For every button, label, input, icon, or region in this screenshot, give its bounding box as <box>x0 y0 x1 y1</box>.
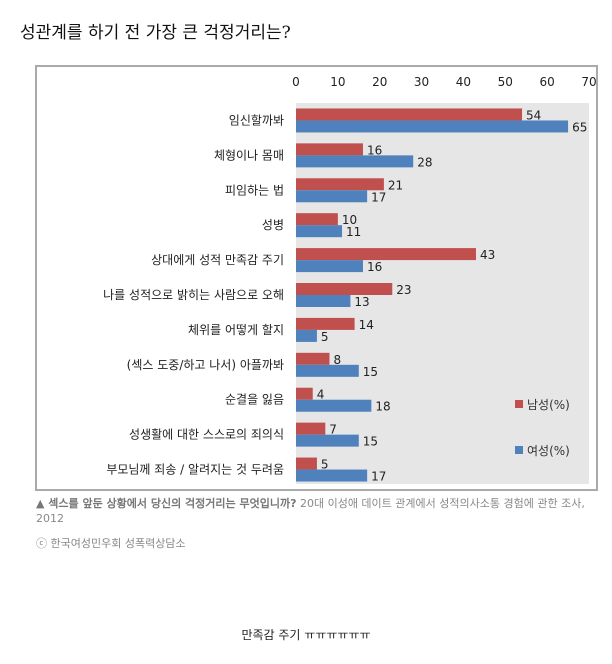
legend-swatch <box>515 400 523 408</box>
caption-source: 20대 이성애 데이트 관계에서 성적의사소통 경험에 관한 조사, 2012 <box>36 497 585 525</box>
data-label: 43 <box>480 248 495 262</box>
caption: ▲ 섹스를 앞둔 상황에서 당신의 걱정거리는 무엇입니까? 20대 이성애 데… <box>36 496 596 526</box>
bar-female <box>296 364 359 377</box>
data-label: 17 <box>371 190 386 204</box>
bar-male <box>296 108 523 121</box>
category-label: 피임하는 법 <box>225 183 284 197</box>
category-label: 임신할까봐 <box>229 113 284 127</box>
data-label: 15 <box>363 435 378 449</box>
x-tick-label: 60 <box>540 75 555 89</box>
bar-female <box>296 120 569 133</box>
legend-label: 남성(%) <box>527 398 570 412</box>
x-tick-label: 30 <box>414 75 429 89</box>
category-label: 부모님께 죄송 / 알려지는 것 두려움 <box>106 463 284 477</box>
data-label: 54 <box>526 108 541 122</box>
data-label: 13 <box>354 295 369 309</box>
bar-male <box>296 143 363 156</box>
data-label: 14 <box>359 318 374 332</box>
bar-female <box>296 434 359 447</box>
category-label: 상대에게 성적 만족감 주기 <box>151 253 284 267</box>
data-label: 28 <box>417 155 432 169</box>
bar-female <box>296 329 317 342</box>
category-label: 체형이나 몸매 <box>214 148 284 162</box>
bar-male <box>296 317 355 330</box>
data-label: 16 <box>367 143 382 157</box>
data-label: 17 <box>371 470 386 484</box>
x-tick-label: 50 <box>498 75 513 89</box>
x-tick-label: 0 <box>292 75 300 89</box>
bar-female <box>296 225 343 238</box>
category-label: 나를 성적으로 밝히는 사람으로 오해 <box>103 288 284 302</box>
x-tick-label: 40 <box>456 75 471 89</box>
data-label: 4 <box>317 388 325 402</box>
bar-male <box>296 457 317 470</box>
data-label: 10 <box>342 213 357 227</box>
data-label: 65 <box>572 120 587 134</box>
bar-male <box>296 283 393 295</box>
bar-male <box>296 178 384 191</box>
data-label: 21 <box>388 178 403 192</box>
data-label: 16 <box>367 260 382 274</box>
bar-female <box>296 399 372 412</box>
category-label: 성병 <box>262 218 284 232</box>
bar-male <box>296 213 338 226</box>
category-label: 순결을 잃음 <box>225 393 284 407</box>
bar-male <box>296 248 476 261</box>
bar-female <box>296 295 351 307</box>
data-label: 5 <box>321 458 329 472</box>
x-tick-label: 10 <box>330 75 345 89</box>
page-title: 성관계를 하기 전 가장 큰 걱정거리는? <box>20 23 291 43</box>
chart-frame: 0 10 20 30 40 50 60 70 임신할까봐 54 65 체형이나 몸매 16 28 피임하는 … <box>35 65 598 491</box>
x-tick-label: 70 <box>581 75 596 89</box>
data-label: 11 <box>346 225 361 239</box>
bar-female <box>296 260 363 273</box>
category-label: (섹스 도중/하고 나서) 아플까봐 <box>127 358 284 372</box>
bar-female <box>296 190 368 203</box>
x-tick-label: 20 <box>372 75 387 89</box>
comment-text: 만족감 주기 ㅠㅠㅠㅠㅠㅠ <box>241 628 371 642</box>
bar-female <box>296 469 368 482</box>
data-label: 7 <box>329 423 337 437</box>
data-label: 23 <box>396 283 411 297</box>
legend-swatch <box>515 446 523 454</box>
bar-female <box>296 155 414 168</box>
data-label: 5 <box>321 330 329 344</box>
data-label: 15 <box>363 365 378 379</box>
category-label: 체위를 어떻게 할지 <box>188 323 284 337</box>
caption-question: ▲ 섹스를 앞둔 상황에서 당신의 걱정거리는 무엇입니까? <box>36 497 297 510</box>
copyright: ⓒ 한국여성민우회 성폭력상담소 <box>36 537 186 550</box>
data-label: 18 <box>375 400 390 414</box>
legend-label: 여성(%) <box>527 444 570 458</box>
bar-male <box>296 352 330 365</box>
bar-male <box>296 422 326 435</box>
category-label: 성생활에 대한 스스로의 죄의식 <box>129 428 284 442</box>
data-label: 8 <box>333 353 341 367</box>
bar-male <box>296 387 313 400</box>
